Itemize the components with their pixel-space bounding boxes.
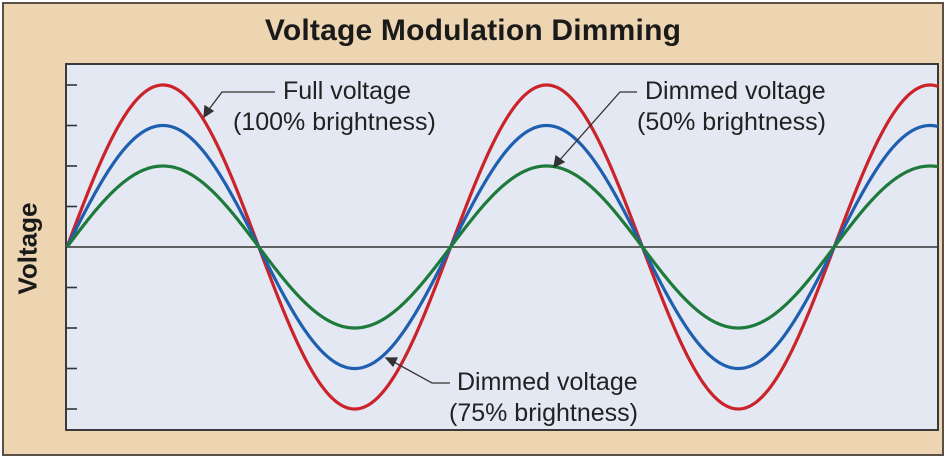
annotation-line: Dimmed voltage xyxy=(457,368,638,396)
annotation-dimmed-75: Dimmed voltage (75% brightness) xyxy=(449,367,638,429)
arrowhead-icon xyxy=(384,357,399,368)
arrowhead-icon xyxy=(553,154,566,169)
dimmed-75-arrow xyxy=(391,360,450,384)
annotation-line: Dimmed voltage xyxy=(645,77,826,105)
annotation-arrows xyxy=(203,91,637,384)
y-axis-ticks xyxy=(67,84,77,410)
annotation-line: (75% brightness) xyxy=(449,399,638,427)
dimmed-50-curve xyxy=(65,164,939,330)
chart-title: Voltage Modulation Dimming xyxy=(264,14,682,47)
annotation-line: (50% brightness) xyxy=(637,108,826,136)
full-voltage-arrow xyxy=(206,91,275,113)
annotation-line: Full voltage xyxy=(283,77,411,105)
annotation-full-voltage: Full voltage (100% brightness) xyxy=(233,76,436,138)
annotation-dimmed-50: Dimmed voltage (50% brightness) xyxy=(637,76,826,138)
arrowhead-icon xyxy=(203,104,215,119)
full-voltage-curve xyxy=(65,83,939,411)
dimmed-75-curve xyxy=(65,123,939,371)
dimmed-50-arrow xyxy=(557,91,637,163)
annotation-line: (100% brightness) xyxy=(233,108,436,136)
